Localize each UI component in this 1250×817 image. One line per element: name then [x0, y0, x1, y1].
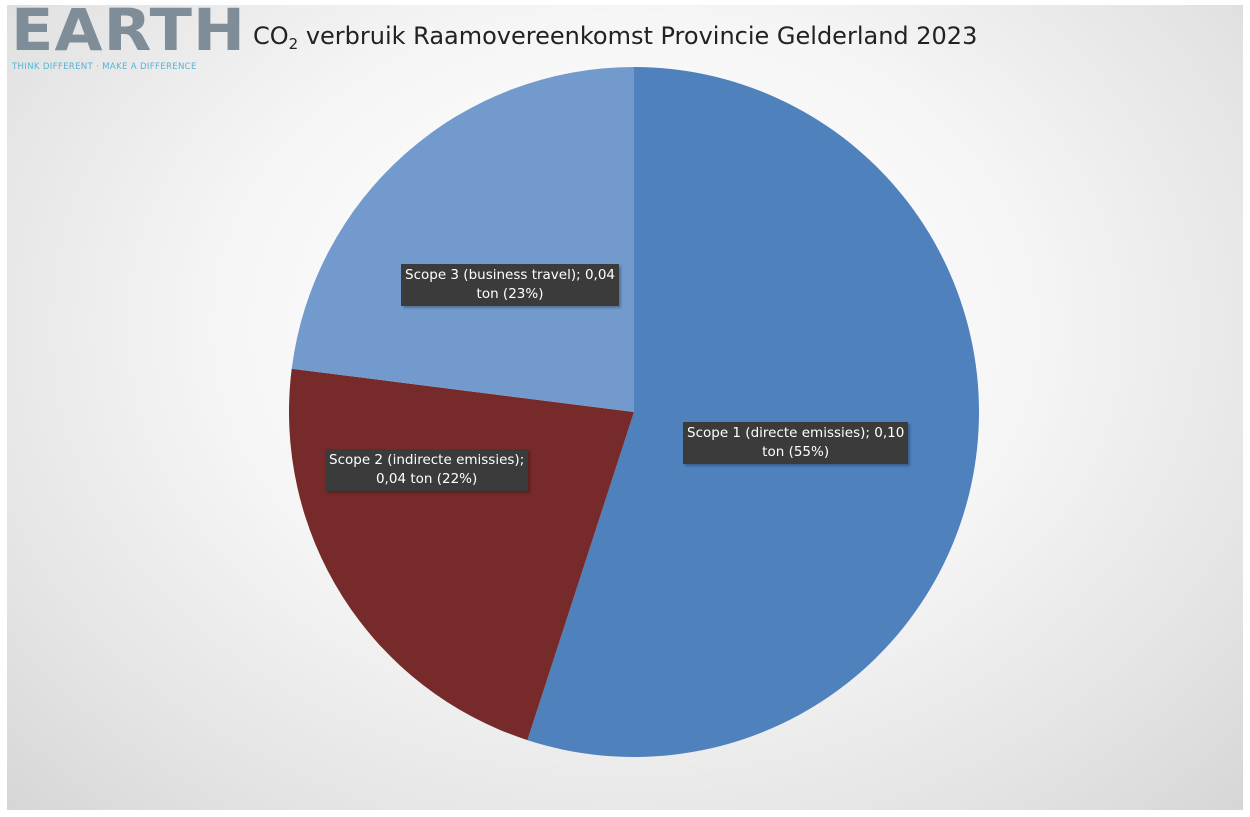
logo-tagline: THINK DIFFERENT · MAKE A DIFFERENCE — [12, 62, 197, 72]
data-label-scope-2-line2: 0,04 ton (22%) — [375, 471, 478, 487]
data-label-scope-1: Scope 1 (directe emissies); 0,10 ton (55… — [683, 422, 909, 464]
data-label-scope-3: Scope 3 (business travel); 0,04 ton (23%… — [401, 264, 620, 306]
title-co: CO — [253, 22, 289, 50]
pie-chart — [289, 67, 980, 758]
pie-slice-scope-3 — [291, 67, 634, 412]
data-label-scope-2: Scope 2 (indirecte emissies); 0,04 ton (… — [325, 449, 529, 491]
data-label-scope-1-line1: Scope 1 (directe emissies); 0,10 — [687, 425, 905, 441]
pie-slice-scope-1 — [527, 67, 980, 758]
title-rest: verbruik Raamovereenkomst Provincie Geld… — [298, 22, 978, 50]
logo-wordmark: EARTH — [11, 5, 247, 64]
data-label-scope-3-line1: Scope 3 (business travel); 0,04 — [405, 267, 616, 283]
data-label-scope-2-line1: Scope 2 (indirecte emissies); — [329, 452, 525, 468]
title-subscript: 2 — [288, 35, 299, 53]
chart-title: CO2 verbruik Raamovereenkomst Provincie … — [253, 22, 977, 53]
earth-logo: EARTH THINK DIFFERENT · MAKE A DIFFERENC… — [7, 5, 245, 75]
data-label-scope-1-line2: ton (55%) — [762, 444, 830, 460]
chart-area: EARTH THINK DIFFERENT · MAKE A DIFFERENC… — [7, 5, 1243, 810]
data-label-scope-3-line2: ton (23%) — [476, 286, 544, 302]
